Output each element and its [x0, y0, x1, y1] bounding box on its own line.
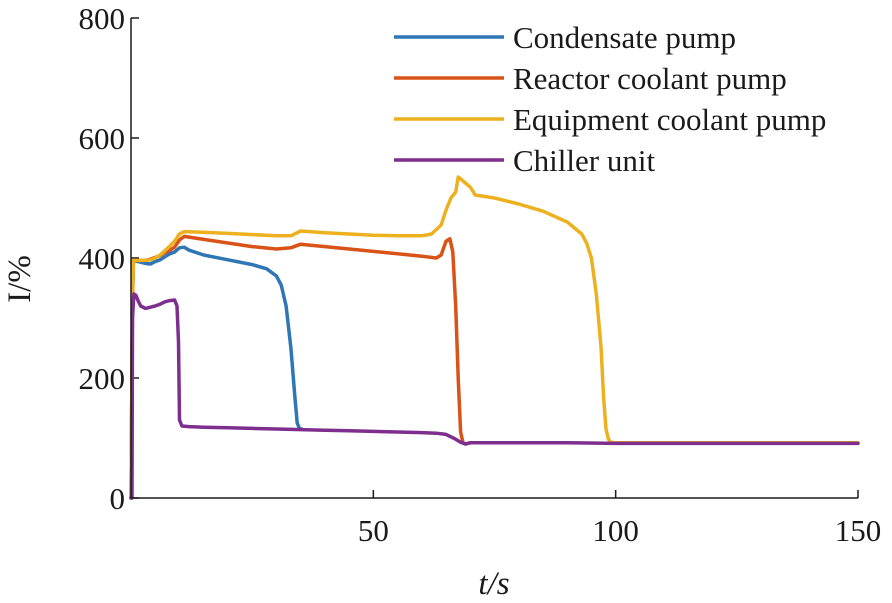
series-line-condensate-pump [129, 245, 304, 500]
legend-label-chiller-unit: Chiller unit [513, 143, 655, 178]
y-axis-label: I/% [2, 255, 38, 303]
y-tick-label-800: 800 [79, 1, 126, 36]
series-layer [129, 175, 860, 500]
axes [130, 18, 858, 499]
y-tick-label-0: 0 [110, 481, 126, 516]
ticks-layer: 0 200 400 600 800 50 100 150 [79, 1, 882, 548]
x-tick-label-50: 50 [358, 513, 389, 548]
y-tick-label-400: 400 [79, 241, 126, 276]
legend: Condensate pump Reactor coolant pump Equip… [394, 20, 826, 178]
series-line-equipment-coolant-pump [129, 175, 860, 500]
legend-label-equipment-coolant-pump: Equipment coolant pump [513, 102, 826, 137]
legend-label-condensate-pump: Condensate pump [513, 20, 736, 55]
x-axis-label: t/s [478, 566, 509, 602]
series-line-reactor-coolant-pump [129, 234, 473, 500]
y-tick-label-200: 200 [79, 361, 126, 396]
x-tick-label-150: 150 [835, 513, 882, 548]
series-line-chiller-unit [129, 292, 860, 500]
y-tick-label-600: 600 [79, 121, 126, 156]
legend-label-reactor-coolant-pump: Reactor coolant pump [513, 61, 787, 96]
x-tick-label-100: 100 [592, 513, 639, 548]
